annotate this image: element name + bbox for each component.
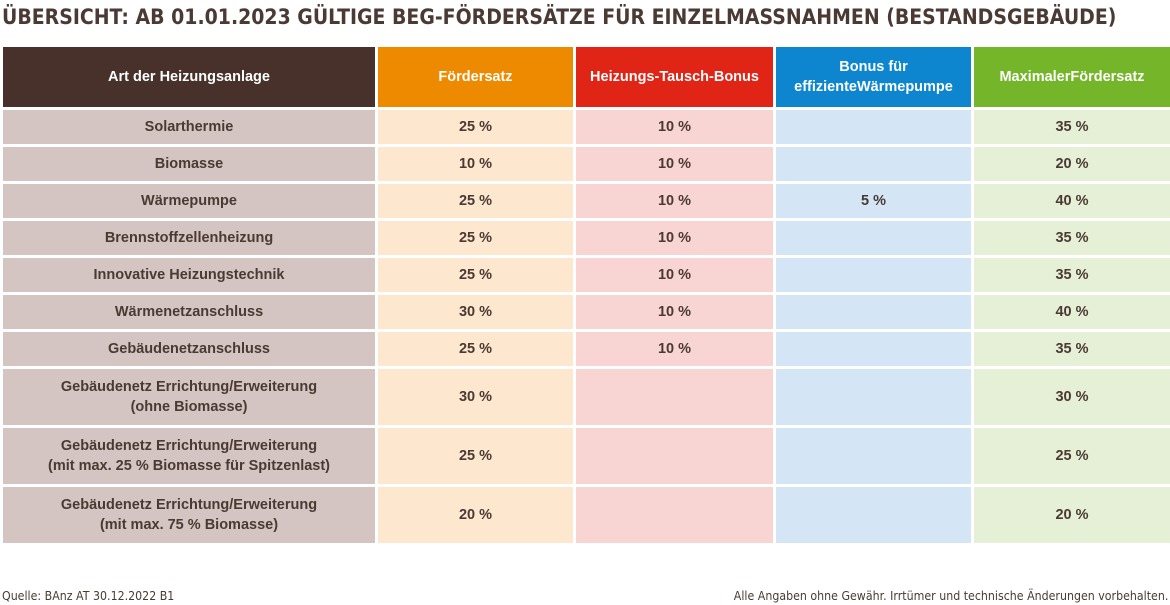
heating-type-cell: Biomasse — [0, 144, 378, 184]
funding-rate-cell: 25 % — [375, 255, 576, 295]
disclaimer-note: Alle Angaben ohne Gewähr. Irrtümer und t… — [733, 589, 1168, 603]
swap-bonus-cell: 10 % — [573, 329, 776, 369]
swap-bonus-cell — [573, 425, 776, 487]
funding-rate-cell: 25 % — [375, 181, 576, 221]
max-rate-cell: 40 % — [971, 292, 1170, 332]
heatpump-bonus-cell: 5 % — [773, 181, 974, 221]
table-row: Solarthermie 25 % 10 % 35 % — [0, 107, 1170, 147]
funding-rate-cell: 25 % — [375, 107, 576, 147]
table-row: Gebäudenetz Errichtung/Erweiterung (mit m… — [0, 425, 1170, 487]
heatpump-bonus-cell — [773, 292, 974, 332]
max-rate-cell: 20 % — [971, 144, 1170, 184]
heating-type-cell: Gebäudenetzanschluss — [0, 329, 378, 369]
max-rate-cell: 35 % — [971, 107, 1170, 147]
heatpump-bonus-cell — [773, 329, 974, 369]
swap-bonus-cell: 10 % — [573, 255, 776, 295]
funding-rate-cell: 30 % — [375, 366, 576, 428]
header-swap-bonus: Heizungs-Tausch-Bonus — [573, 44, 776, 110]
heating-type-line: (mit max. 25 % Biomasse für Spitzenlast) — [47, 458, 331, 474]
heatpump-bonus-cell — [773, 366, 974, 428]
header-swap-bonus-line: Heizungs-Tausch- — [590, 69, 714, 85]
heating-type-cell: Gebäudenetz Errichtung/Erweiterung (mit m… — [0, 425, 378, 487]
page-title: ÜBERSICHT: AB 01.01.2023 GÜLTIGE BEG-FÖR… — [2, 5, 1117, 29]
heating-type-cell: Wärmenetzanschluss — [0, 292, 378, 332]
header-heatpump-bonus-line: Bonus für effiziente — [794, 59, 908, 95]
header-funding-rate: Fördersatz — [375, 44, 576, 110]
heatpump-bonus-cell — [773, 144, 974, 184]
max-rate-cell: 40 % — [971, 181, 1170, 221]
header-funding-rate-line: Fördersatz — [438, 69, 513, 85]
max-rate-cell: 35 % — [971, 329, 1170, 369]
heating-type-line: Gebäudenetz Errichtung/Erweiterung — [60, 379, 318, 395]
header-heatpump-bonus: Bonus für effizienteWärmepumpe — [773, 44, 974, 110]
heating-type-cell: Innovative Heizungstechnik — [0, 255, 378, 295]
max-rate-cell: 35 % — [971, 255, 1170, 295]
funding-rate-cell: 10 % — [375, 144, 576, 184]
heating-type-cell: Gebäudenetz Errichtung/Erweiterung (mit m… — [0, 484, 378, 546]
swap-bonus-cell: 10 % — [573, 181, 776, 221]
max-rate-cell: 25 % — [971, 425, 1170, 487]
table-row: Gebäudenetzanschluss 25 % 10 % 35 % — [0, 329, 1170, 369]
heating-type-line: Biomasse — [154, 156, 224, 172]
heating-type-line: Solarthermie — [144, 119, 234, 135]
heating-type-line: Wärmenetzanschluss — [114, 304, 264, 320]
funding-rate-cell: 25 % — [375, 329, 576, 369]
swap-bonus-cell: 10 % — [573, 292, 776, 332]
heating-type-line: Gebäudenetz Errichtung/Erweiterung — [60, 497, 318, 513]
heating-type-line: Gebäudenetz Errichtung/Erweiterung — [60, 438, 318, 454]
table-row: Brennstoffzellenheizung 25 % 10 % 35 % — [0, 218, 1170, 258]
table-row: Biomasse 10 % 10 % 20 % — [0, 144, 1170, 184]
table-row: Gebäudenetz Errichtung/Erweiterung (ohne … — [0, 366, 1170, 428]
heatpump-bonus-cell — [773, 425, 974, 487]
heatpump-bonus-cell — [773, 484, 974, 546]
heatpump-bonus-cell — [773, 107, 974, 147]
table-row: Innovative Heizungstechnik 25 % 10 % 35 % — [0, 255, 1170, 295]
heating-type-cell: Gebäudenetz Errichtung/Erweiterung (ohne … — [0, 366, 378, 428]
table-row: Wärmenetzanschluss 30 % 10 % 40 % — [0, 292, 1170, 332]
heatpump-bonus-cell — [773, 255, 974, 295]
table-row: Wärmepumpe 25 % 10 % 5 % 40 % — [0, 181, 1170, 221]
swap-bonus-cell: 10 % — [573, 218, 776, 258]
heating-type-line: Wärmepumpe — [141, 193, 237, 209]
header-swap-bonus-line: Bonus — [713, 69, 759, 85]
swap-bonus-cell — [573, 484, 776, 546]
source-note: Quelle: BAnz AT 30.12.2022 B1 — [2, 589, 175, 603]
header-max-rate: MaximalerFördersatz — [971, 44, 1170, 110]
heating-type-cell: Wärmepumpe — [0, 181, 378, 221]
heating-type-line: (ohne Biomasse) — [130, 399, 248, 415]
table-header-row: Art der Heizungsanlage Fördersatz Heizungs… — [0, 44, 1170, 110]
header-max-rate-line: Fördersatz — [1070, 69, 1145, 85]
table-row: Gebäudenetz Errichtung/Erweiterung (mit m… — [0, 484, 1170, 546]
header-heating-type: Art der Heizungsanlage — [0, 44, 378, 110]
header-max-rate-line: Maximaler — [999, 69, 1071, 85]
heating-type-cell: Solarthermie — [0, 107, 378, 147]
swap-bonus-cell: 10 % — [573, 144, 776, 184]
heating-type-cell: Brennstoffzellenheizung — [0, 218, 378, 258]
table-body: Solarthermie 25 % 10 % 35 % Biomasse 10 % 10 %… — [0, 107, 1170, 546]
funding-rates-table: Art der Heizungsanlage Fördersatz Heizungs… — [0, 44, 1170, 546]
max-rate-cell: 35 % — [971, 218, 1170, 258]
swap-bonus-cell — [573, 366, 776, 428]
heating-type-line: Innovative Heizungstechnik — [93, 267, 285, 283]
header-heating-type-line: Art der Heizungsanlage — [108, 69, 270, 85]
max-rate-cell: 30 % — [971, 366, 1170, 428]
header-heatpump-bonus-line: Wärmepumpe — [856, 79, 953, 95]
swap-bonus-cell: 10 % — [573, 107, 776, 147]
funding-rate-cell: 25 % — [375, 425, 576, 487]
funding-rate-cell: 20 % — [375, 484, 576, 546]
max-rate-cell: 20 % — [971, 484, 1170, 546]
funding-rate-cell: 30 % — [375, 292, 576, 332]
heating-type-line: Gebäudenetzanschluss — [108, 341, 270, 357]
heating-type-line: (mit max. 75 % Biomasse) — [99, 517, 279, 533]
heating-type-line: Brennstoffzellenheizung — [104, 230, 274, 246]
heatpump-bonus-cell — [773, 218, 974, 258]
funding-rate-cell: 25 % — [375, 218, 576, 258]
